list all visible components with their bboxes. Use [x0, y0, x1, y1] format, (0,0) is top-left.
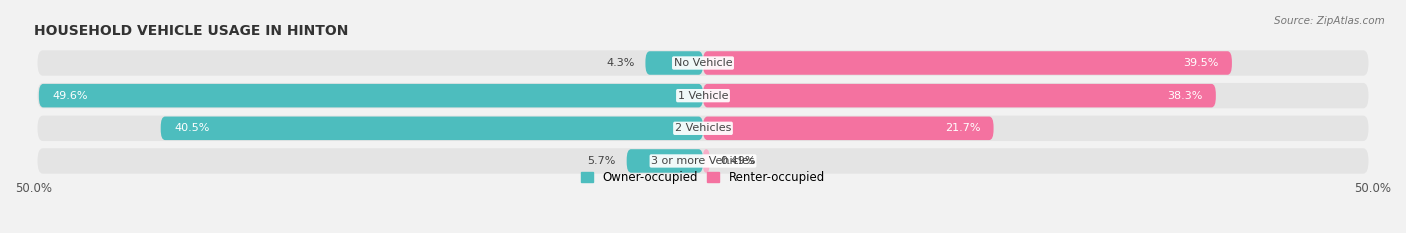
FancyBboxPatch shape — [703, 149, 710, 173]
Text: 2 Vehicles: 2 Vehicles — [675, 123, 731, 133]
Text: 21.7%: 21.7% — [945, 123, 980, 133]
FancyBboxPatch shape — [38, 83, 1368, 108]
Text: 1 Vehicle: 1 Vehicle — [678, 91, 728, 101]
Text: HOUSEHOLD VEHICLE USAGE IN HINTON: HOUSEHOLD VEHICLE USAGE IN HINTON — [34, 24, 347, 38]
Text: 5.7%: 5.7% — [588, 156, 616, 166]
FancyBboxPatch shape — [38, 50, 1368, 76]
Text: 40.5%: 40.5% — [174, 123, 209, 133]
FancyBboxPatch shape — [39, 84, 703, 107]
FancyBboxPatch shape — [645, 51, 703, 75]
Text: 0.49%: 0.49% — [720, 156, 756, 166]
Text: No Vehicle: No Vehicle — [673, 58, 733, 68]
FancyBboxPatch shape — [38, 148, 1368, 174]
Text: Source: ZipAtlas.com: Source: ZipAtlas.com — [1274, 16, 1385, 26]
Legend: Owner-occupied, Renter-occupied: Owner-occupied, Renter-occupied — [581, 171, 825, 184]
Text: 38.3%: 38.3% — [1167, 91, 1202, 101]
Text: 39.5%: 39.5% — [1182, 58, 1219, 68]
FancyBboxPatch shape — [703, 84, 1216, 107]
Text: 3 or more Vehicles: 3 or more Vehicles — [651, 156, 755, 166]
FancyBboxPatch shape — [703, 51, 1232, 75]
FancyBboxPatch shape — [703, 116, 994, 140]
FancyBboxPatch shape — [160, 116, 703, 140]
FancyBboxPatch shape — [38, 116, 1368, 141]
Text: 49.6%: 49.6% — [52, 91, 87, 101]
FancyBboxPatch shape — [627, 149, 703, 173]
Text: 4.3%: 4.3% — [606, 58, 634, 68]
